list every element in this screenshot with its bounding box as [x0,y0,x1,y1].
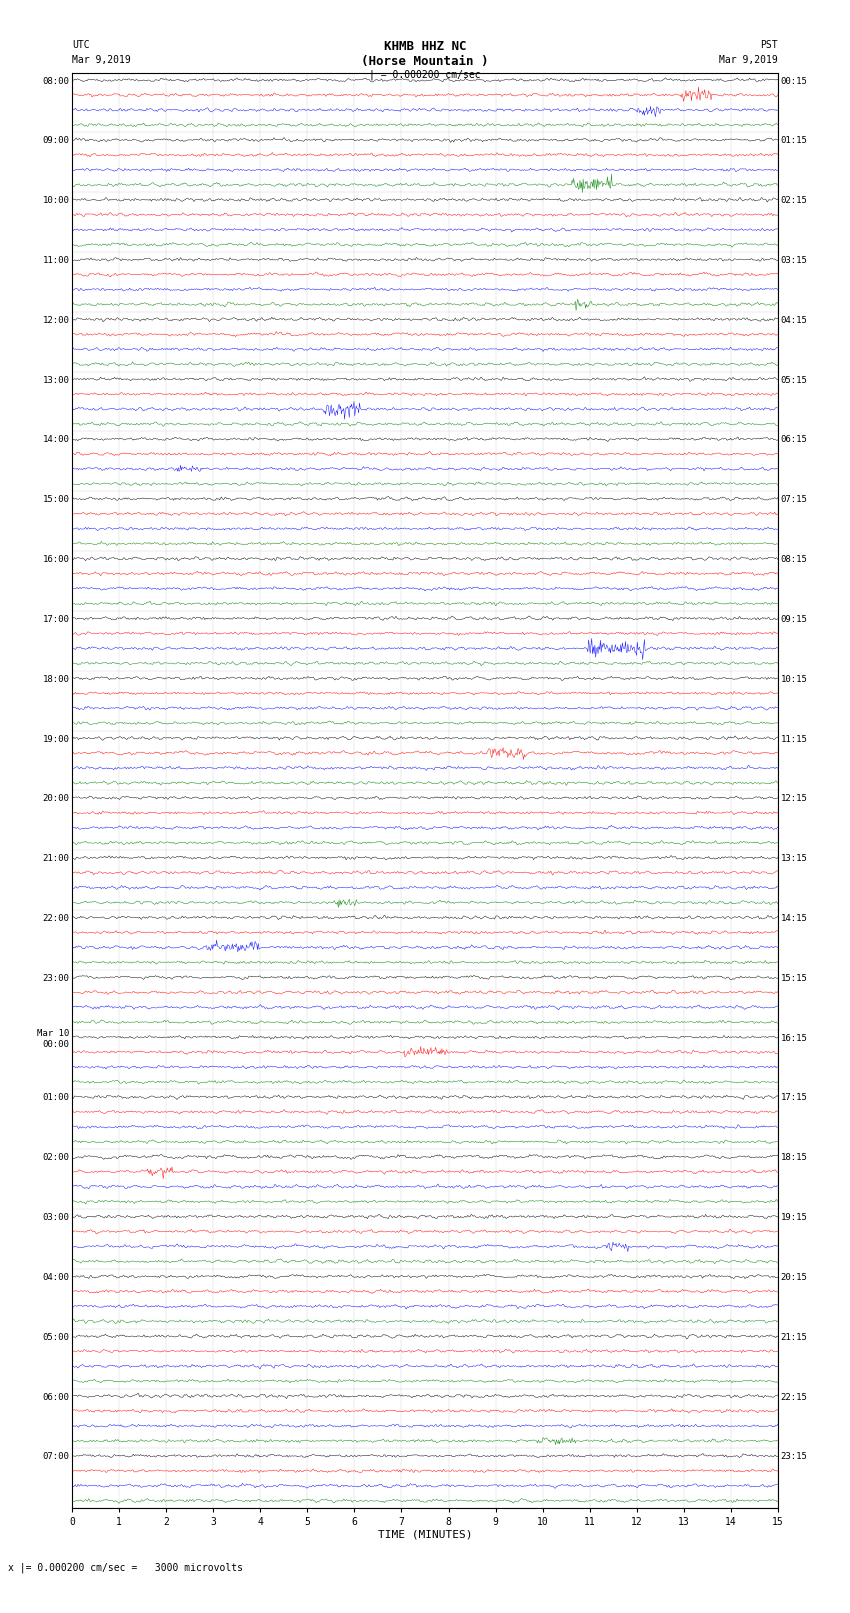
Text: Mar 9,2019: Mar 9,2019 [72,55,131,65]
Text: UTC: UTC [72,40,90,50]
Text: (Horse Mountain ): (Horse Mountain ) [361,55,489,68]
Text: PST: PST [760,40,778,50]
Text: KHMB HHZ NC: KHMB HHZ NC [383,40,467,53]
Text: | = 0.000200 cm/sec: | = 0.000200 cm/sec [369,69,481,81]
Text: Mar 9,2019: Mar 9,2019 [719,55,778,65]
X-axis label: TIME (MINUTES): TIME (MINUTES) [377,1531,473,1540]
Text: x |= 0.000200 cm/sec =   3000 microvolts: x |= 0.000200 cm/sec = 3000 microvolts [8,1561,243,1573]
